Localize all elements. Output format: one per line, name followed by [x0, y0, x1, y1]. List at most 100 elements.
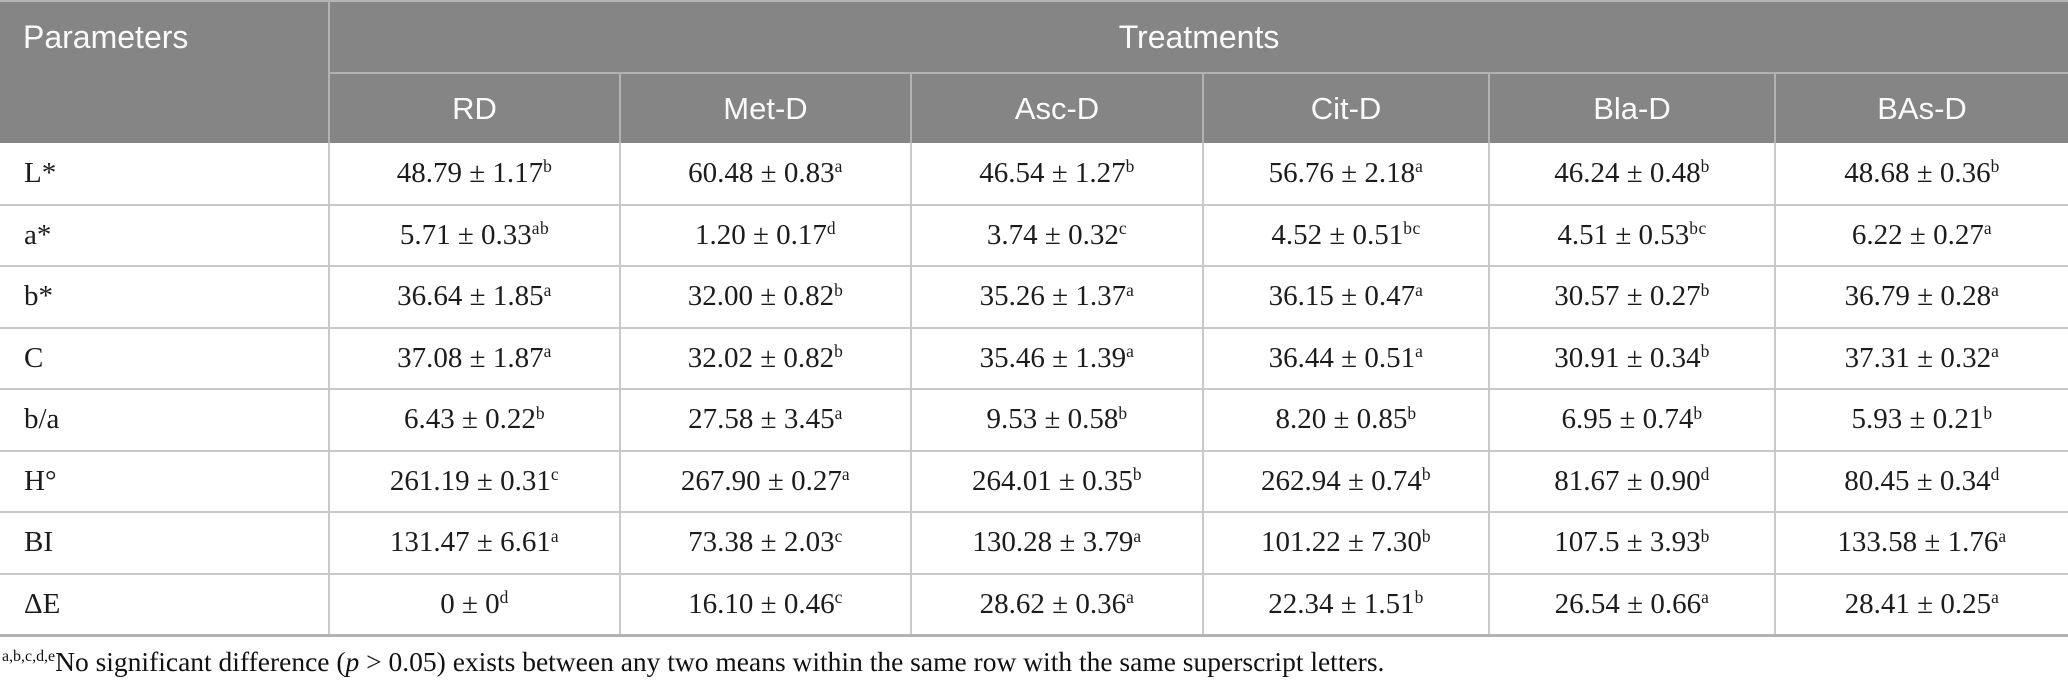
value-cell: 262.94 ± 0.74b — [1202, 449, 1489, 512]
column-header-cell: RD — [329, 72, 620, 143]
value-cell: 3.74 ± 0.32c — [910, 203, 1203, 266]
value-text: 22.34 ± 1.51 — [1268, 587, 1415, 620]
value-text: 267.90 ± 0.27 — [680, 464, 842, 497]
param-cell: ΔE — [0, 572, 330, 637]
value-superscript: b — [1990, 156, 2000, 177]
value-text: 107.5 ± 3.93 — [1554, 526, 1701, 559]
value-text: 6.95 ± 0.74 — [1561, 403, 1694, 436]
value-cell: 5.71 ± 0.33ab — [329, 203, 620, 266]
header-row-columns: RD Met-D Asc-D Cit-D Bla-D BAs-D — [0, 72, 2068, 143]
value-text: 48.79 ± 1.17 — [396, 156, 544, 189]
value-cell: 80.45 ± 0.34d — [1773, 449, 2068, 512]
value-superscript: b — [1125, 156, 1135, 177]
value-superscript: a — [841, 464, 851, 485]
value-cell: 60.48 ± 0.83a — [619, 143, 911, 205]
value-cell: 48.79 ± 1.17b — [329, 143, 620, 205]
footnote-text-after-p: > 0.05) exists between any two means wit… — [359, 645, 1385, 677]
value-cell: 30.91 ± 0.34b — [1488, 326, 1775, 389]
param-cell: b* — [0, 265, 330, 328]
value-text: 81.67 ± 0.90 — [1554, 464, 1701, 497]
value-cell: 16.10 ± 0.46c — [619, 572, 911, 637]
value-superscript: a — [543, 279, 552, 300]
table-row: BI 131.47 ± 6.61a 73.38 ± 2.03c 130.28 ± 3.… — [0, 511, 2068, 574]
table-body: L* 48.79 ± 1.17b 60.48 ± 0.83a 46.54 ± 1.27… — [0, 143, 2068, 637]
value-text: 101.22 ± 7.30 — [1260, 526, 1422, 559]
value-text: 264.01 ± 0.35 — [971, 464, 1133, 497]
value-text: 8.20 ± 0.85 — [1275, 403, 1408, 436]
value-cell: 26.54 ± 0.66a — [1488, 572, 1775, 637]
param-cell: a* — [0, 203, 330, 266]
value-cell: 36.79 ± 0.28a — [1773, 265, 2068, 328]
value-text: 6.43 ± 0.22 — [403, 403, 536, 436]
value-superscript: a — [1983, 218, 1993, 239]
value-cell: 81.67 ± 0.90d — [1488, 449, 1775, 512]
value-cell: 36.44 ± 0.51a — [1202, 326, 1489, 389]
value-cell: 1.20 ± 0.17d — [619, 203, 911, 266]
value-cell: 32.00 ± 0.82b — [619, 265, 911, 328]
footnote-p-symbol: p — [345, 645, 360, 677]
value-text: 36.64 ± 1.85 — [397, 280, 544, 313]
value-superscript: a — [1991, 586, 2000, 607]
value-text: 32.02 ± 0.82 — [687, 341, 835, 374]
value-superscript: bc — [1403, 218, 1421, 239]
value-text: 4.51 ± 0.53 — [1557, 218, 1690, 251]
value-cell: 37.31 ± 0.32a — [1773, 326, 2068, 389]
value-cell: 35.46 ± 1.39a — [910, 326, 1203, 389]
value-cell: 37.08 ± 1.87a — [329, 326, 620, 389]
value-cell: 36.64 ± 1.85a — [329, 265, 620, 328]
value-cell: 4.52 ± 0.51bc — [1202, 203, 1489, 266]
color-parameters-table: Parameters Treatments RD Met-D Asc-D Cit-D B… — [0, 0, 2068, 637]
value-superscript: c — [834, 525, 843, 546]
value-superscript: a — [1126, 586, 1135, 607]
param-cell: H° — [0, 449, 330, 512]
table-footnote: a,b,c,d,eNo significant difference (p > … — [0, 646, 2068, 678]
value-cell: 32.02 ± 0.82b — [619, 326, 911, 389]
value-superscript: a — [1415, 279, 1424, 300]
table-row: C 37.08 ± 1.87a 32.02 ± 0.82b 35.46 ± 1.39a… — [0, 326, 2068, 389]
value-cell: 6.95 ± 0.74b — [1488, 388, 1775, 451]
value-cell: 28.62 ± 0.36a — [910, 572, 1203, 637]
value-text: 131.47 ± 6.61 — [389, 526, 551, 559]
value-text: 30.91 ± 0.34 — [1554, 341, 1701, 374]
value-superscript: b — [1421, 464, 1432, 485]
param-cell: C — [0, 326, 330, 389]
value-cell: 133.58 ± 1.76a — [1773, 511, 2068, 574]
value-superscript: a — [550, 525, 560, 546]
value-text: 9.53 ± 0.58 — [986, 403, 1119, 436]
value-text: 46.54 ± 1.27 — [979, 156, 1126, 189]
column-header-cell: BAs-D — [1773, 72, 2068, 143]
value-cell: 27.58 ± 3.45a — [619, 388, 911, 451]
value-cell: 8.20 ± 0.85b — [1202, 388, 1489, 451]
table-row: b/a 6.43 ± 0.22b 27.58 ± 3.45a 9.53 ± 0.58b… — [0, 388, 2068, 451]
value-text: 28.62 ± 0.36 — [979, 587, 1127, 620]
value-superscript: d — [499, 586, 509, 607]
value-cell: 261.19 ± 0.31c — [329, 449, 620, 512]
value-cell: 22.34 ± 1.51b — [1202, 572, 1489, 637]
value-superscript: d — [826, 218, 837, 239]
value-superscript: b — [1118, 402, 1128, 423]
value-superscript: c — [834, 586, 843, 607]
value-text: 32.00 ± 0.82 — [687, 280, 835, 313]
value-cell: 35.26 ± 1.37a — [910, 265, 1203, 328]
value-cell: 131.47 ± 6.61a — [329, 511, 620, 574]
treatments-header-cell: Treatments — [329, 0, 2068, 73]
table-row: L* 48.79 ± 1.17b 60.48 ± 0.83a 46.54 ± 1.27… — [0, 143, 2068, 205]
value-text: 60.48 ± 0.83 — [688, 156, 835, 189]
value-cell: 101.22 ± 7.30b — [1202, 511, 1489, 574]
value-superscript: bc — [1689, 218, 1707, 239]
value-cell: 9.53 ± 0.58b — [910, 388, 1203, 451]
value-text: 35.46 ± 1.39 — [979, 341, 1127, 374]
value-superscript: b — [1414, 586, 1424, 607]
value-superscript: b — [535, 402, 546, 423]
param-cell: L* — [0, 143, 330, 205]
value-superscript: a — [834, 156, 843, 177]
value-text: 56.76 ± 2.18 — [1268, 156, 1416, 189]
value-cell: 46.54 ± 1.27b — [910, 143, 1203, 205]
value-cell: 6.22 ± 0.27a — [1773, 203, 2068, 266]
table-row: a* 5.71 ± 0.33ab 1.20 ± 0.17d 3.74 ± 0.32c 4… — [0, 203, 2068, 266]
value-superscript: b — [1700, 341, 1710, 362]
value-superscript: b — [1132, 464, 1143, 485]
value-cell: 107.5 ± 3.93b — [1488, 511, 1775, 574]
value-cell: 36.15 ± 0.47a — [1202, 265, 1489, 328]
